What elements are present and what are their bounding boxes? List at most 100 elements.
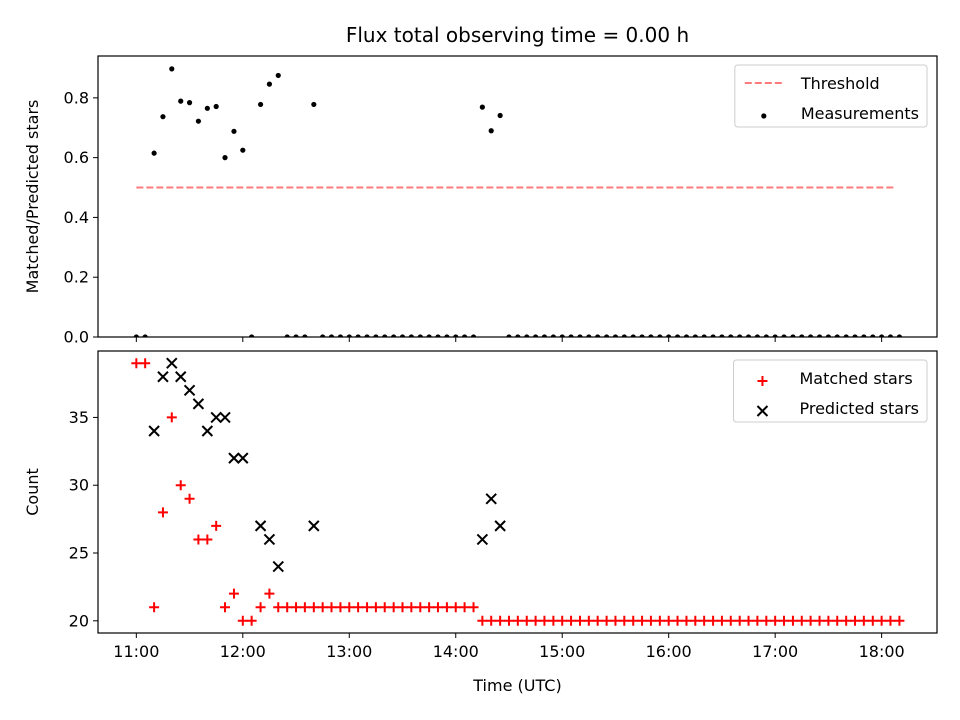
data-point xyxy=(364,334,370,337)
data-point xyxy=(311,101,317,108)
data-point xyxy=(184,493,195,504)
data-point xyxy=(149,602,160,613)
data-point xyxy=(488,128,494,134)
chart-title: Flux total observing time = 0.00 h xyxy=(346,23,689,47)
data-point xyxy=(228,588,239,599)
panels: 0.0 0.2 0.4 0.6 0.8 Matched/Predicted stars Th… xyxy=(23,55,938,695)
data-point xyxy=(148,425,160,437)
legend-label: Matched stars xyxy=(799,369,912,388)
data-point xyxy=(391,334,397,337)
y-tick-label: 35 xyxy=(69,408,89,427)
data-point xyxy=(852,334,858,337)
x-tick-label: 18:00 xyxy=(859,642,905,661)
data-point xyxy=(461,334,468,337)
data-point xyxy=(896,334,903,337)
data-point xyxy=(175,480,186,491)
data-point xyxy=(604,334,610,337)
data-point xyxy=(479,104,485,110)
data-point xyxy=(417,334,423,337)
data-point xyxy=(805,615,816,626)
data-point xyxy=(211,520,222,531)
data-point xyxy=(728,334,734,337)
data-point xyxy=(683,334,690,337)
data-point xyxy=(887,334,894,337)
x-tick-label: 11:00 xyxy=(113,642,159,661)
data-point xyxy=(157,371,169,383)
data-point xyxy=(426,334,432,337)
y-tick-label: 25 xyxy=(69,544,89,563)
data-point xyxy=(568,334,574,337)
data-point xyxy=(814,615,825,626)
data-point xyxy=(515,334,521,337)
data-point xyxy=(204,105,210,111)
series-measurements xyxy=(133,66,903,337)
data-point xyxy=(477,615,488,626)
data-point xyxy=(876,615,887,626)
data-point xyxy=(370,602,381,613)
data-point xyxy=(752,615,763,626)
data-point xyxy=(566,615,577,626)
data-point xyxy=(843,334,849,337)
legend-handle xyxy=(757,376,768,386)
data-point xyxy=(453,334,459,337)
data-point xyxy=(264,588,275,599)
data-point xyxy=(666,334,672,337)
data-point xyxy=(382,334,388,337)
data-point xyxy=(512,615,523,626)
data-point xyxy=(257,101,264,108)
panel-2: 11:00 12:00 13:00 14:00 15:00 16:00 17:00 18:00… xyxy=(23,350,938,695)
data-point xyxy=(761,615,772,626)
data-point xyxy=(586,334,592,337)
data-point xyxy=(796,615,807,626)
data-point xyxy=(637,615,648,626)
data-point xyxy=(601,615,612,626)
data-point xyxy=(557,615,568,626)
data-point xyxy=(213,103,219,110)
y-ticks: 20 25 30 35 xyxy=(69,408,98,630)
data-point xyxy=(612,334,619,337)
data-point xyxy=(639,334,645,337)
data-point xyxy=(166,357,178,369)
legend-label: Threshold xyxy=(800,74,880,93)
data-point xyxy=(654,615,665,626)
legend-handle xyxy=(756,405,769,417)
panel-1: 0.0 0.2 0.4 0.6 0.8 Matched/Predicted stars Th… xyxy=(23,55,938,347)
data-point xyxy=(255,602,266,613)
data-point xyxy=(745,334,752,337)
data-point xyxy=(533,334,539,337)
data-point xyxy=(754,334,760,337)
data-point xyxy=(459,602,470,613)
data-point xyxy=(772,334,778,337)
data-point xyxy=(823,615,834,626)
data-point xyxy=(219,411,231,424)
legend-label: Measurements xyxy=(801,104,919,123)
data-point xyxy=(506,334,512,337)
data-point xyxy=(692,334,698,337)
data-point xyxy=(770,615,781,626)
data-point xyxy=(344,602,355,613)
data-point xyxy=(373,334,379,337)
data-point xyxy=(220,602,231,613)
data-point xyxy=(574,615,585,626)
data-point xyxy=(539,615,550,626)
y-axis-label: Matched/Predicted stars xyxy=(23,100,42,294)
axes-frame xyxy=(97,350,938,634)
data-point xyxy=(468,602,479,613)
data-point xyxy=(716,615,727,626)
data-point xyxy=(302,334,308,337)
data-point xyxy=(841,615,852,626)
data-point xyxy=(619,615,630,626)
legend-handle xyxy=(761,113,767,119)
data-point xyxy=(346,334,352,337)
data-point xyxy=(725,615,736,626)
data-point xyxy=(559,334,565,337)
legend: Matched stars Predicted stars xyxy=(732,359,928,423)
data-point xyxy=(397,602,408,613)
data-point xyxy=(441,602,452,613)
data-point xyxy=(734,615,745,626)
data-point xyxy=(444,334,450,337)
data-point xyxy=(894,615,905,626)
data-point xyxy=(779,615,789,626)
data-point xyxy=(308,602,319,613)
data-point xyxy=(201,425,214,437)
